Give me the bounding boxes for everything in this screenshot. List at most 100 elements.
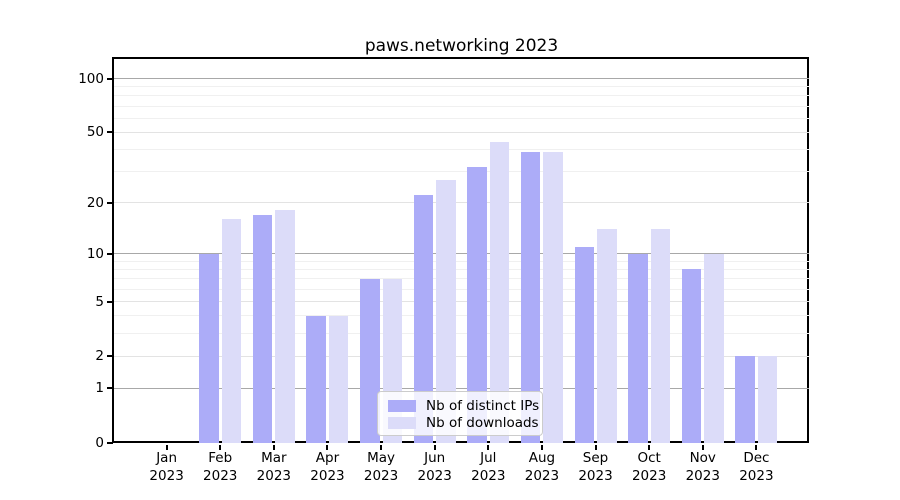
x-tick — [219, 445, 222, 450]
y-tick-label: 2 — [95, 348, 104, 365]
bar-distinct-ips — [306, 315, 326, 443]
x-tick-label-line: Dec — [743, 450, 770, 466]
y-tick — [107, 201, 113, 204]
x-tick — [540, 445, 543, 450]
gridline — [114, 131, 809, 133]
x-tick-label-line: 2023 — [363, 467, 399, 484]
bar-distinct-ips — [735, 356, 755, 443]
gridline-major — [114, 77, 809, 80]
x-tick-label: Dec 2023 — [716, 450, 796, 485]
y-tick — [107, 131, 113, 134]
bar-downloads — [328, 315, 349, 443]
x-tick-label-line: 2023 — [739, 467, 774, 484]
gridline-major — [114, 387, 809, 389]
bar-distinct-ips — [467, 166, 487, 443]
bar-downloads — [650, 229, 671, 443]
chart-title: paws.networking 2023 — [364, 36, 559, 56]
x-tick-label-line: 2023 — [631, 467, 667, 484]
bar-distinct-ips — [628, 253, 648, 443]
x-tick — [165, 445, 168, 450]
x-tick-label-line: Oct — [637, 450, 661, 466]
x-tick-label-line: 2023 — [524, 467, 560, 484]
x-tick-label-line: Jun — [424, 450, 446, 466]
x-tick-label-line: Jan — [156, 450, 178, 466]
x-tick-label: Jun 2023 — [395, 450, 475, 485]
bar-distinct-ips — [574, 246, 595, 443]
gridline — [114, 301, 809, 302]
x-tick — [433, 445, 436, 450]
y-tick — [107, 77, 113, 80]
y-tick-label: 10 — [86, 245, 104, 262]
y-tick — [107, 300, 113, 303]
x-tick-label-line: 2023 — [256, 467, 292, 484]
legend-item-downloads: Nb of downloads — [388, 414, 539, 431]
gridline-minor — [114, 268, 809, 270]
gridline-minor — [114, 333, 809, 335]
x-tick-label: Sep 2023 — [556, 450, 636, 485]
legend-item-distinct-ips: Nb of distinct IPs — [388, 397, 539, 414]
x-tick — [487, 445, 490, 450]
bar-downloads — [436, 179, 456, 443]
bar-distinct-ips — [252, 214, 273, 443]
bar-downloads — [543, 151, 563, 443]
y-tick-label: 100 — [78, 70, 104, 87]
bar-downloads — [489, 142, 510, 443]
x-tick-label: Jan 2023 — [127, 450, 207, 485]
y-tick — [107, 387, 113, 390]
x-tick-label: Nov 2023 — [663, 450, 743, 485]
gridline-minor — [114, 95, 809, 97]
bar-distinct-ips — [360, 278, 380, 443]
x-tick — [326, 445, 329, 450]
x-tick-label-line: Apr — [315, 450, 340, 466]
gridline-minor — [114, 105, 809, 107]
bar-distinct-ips — [413, 195, 434, 443]
x-tick — [380, 445, 383, 450]
bar-downloads — [275, 210, 295, 443]
y-tick-label: 50 — [86, 124, 104, 141]
x-tick-label-line: Aug — [528, 450, 556, 466]
legend-swatch-distinct-ips — [388, 399, 416, 412]
x-tick-label: Mar 2023 — [234, 450, 314, 485]
x-tick — [272, 445, 275, 450]
x-tick-label-line: 2023 — [310, 467, 345, 484]
x-tick-label-line: Feb — [208, 450, 233, 466]
x-tick-label: Jul 2023 — [448, 450, 528, 485]
y-tick-label: 20 — [86, 194, 104, 211]
y-tick — [107, 252, 113, 255]
legend: Nb of distinct IPs Nb of downloads — [377, 391, 543, 436]
x-tick — [755, 445, 758, 450]
x-tick-label: Feb 2023 — [180, 450, 260, 485]
gridline-major — [114, 253, 809, 255]
gridline — [114, 355, 809, 357]
x-tick-label: Aug 2023 — [502, 450, 582, 485]
bar-distinct-ips — [199, 253, 219, 443]
bar-distinct-ips — [520, 151, 541, 443]
x-tick-label-line: Nov — [689, 450, 716, 466]
x-tick-label-line: 2023 — [578, 467, 613, 484]
x-tick — [648, 445, 651, 450]
x-tick-label-line: 2023 — [685, 467, 720, 484]
bar-downloads — [704, 253, 724, 443]
gridline-minor — [114, 86, 809, 88]
gridline-minor — [114, 171, 809, 173]
bar-downloads — [597, 229, 617, 443]
x-tick-label-line: May — [367, 450, 396, 466]
gridline-minor — [114, 117, 809, 119]
x-tick-label-line: Sep — [582, 450, 609, 466]
x-tick-label-line: 2023 — [149, 467, 184, 484]
x-tick-label: Oct 2023 — [609, 450, 689, 485]
y-tick — [107, 442, 113, 444]
gridline-minor — [114, 278, 809, 280]
bar-distinct-ips — [681, 269, 702, 443]
x-tick-label-line: Jul — [480, 450, 497, 466]
x-tick-label-line: 2023 — [417, 467, 452, 484]
gridline-minor — [114, 288, 809, 290]
x-tick-label: Apr 2023 — [287, 450, 367, 485]
legend-swatch-downloads — [388, 416, 416, 429]
y-tick-label: 1 — [95, 380, 104, 397]
gridline — [114, 202, 809, 204]
x-tick-label: May 2023 — [341, 450, 421, 485]
y-tick-label: 0 — [95, 435, 104, 451]
x-tick-label-line: 2023 — [203, 467, 238, 484]
